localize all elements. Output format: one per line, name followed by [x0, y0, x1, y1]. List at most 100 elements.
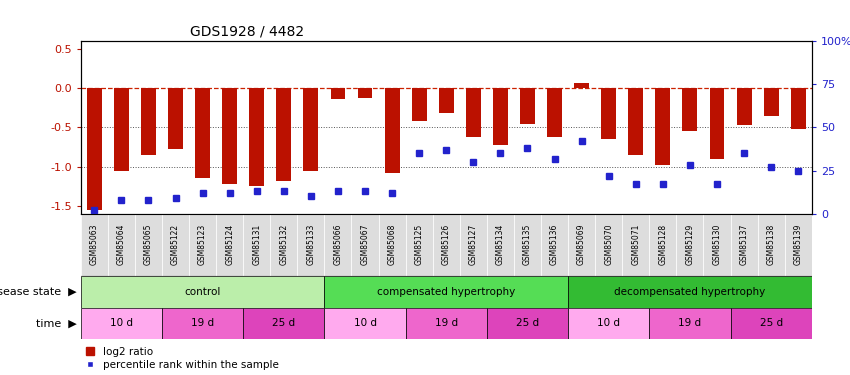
Bar	[405, 214, 433, 276]
Text: 25 d: 25 d	[516, 318, 539, 328]
Bar	[189, 214, 216, 276]
Legend: log2 ratio, percentile rank within the sample: log2 ratio, percentile rank within the s…	[86, 346, 279, 370]
Bar	[405, 308, 487, 339]
Bar	[595, 214, 622, 276]
Bar	[162, 308, 243, 339]
Bar	[325, 276, 568, 308]
Bar	[243, 308, 325, 339]
Text: GSM85124: GSM85124	[225, 224, 234, 266]
Bar	[757, 214, 785, 276]
Text: GDS1928 / 4482: GDS1928 / 4482	[190, 25, 304, 39]
Bar	[568, 276, 812, 308]
Bar	[493, 88, 507, 145]
Text: GSM85064: GSM85064	[116, 224, 126, 266]
Bar	[601, 88, 616, 139]
Text: GSM85065: GSM85065	[144, 224, 153, 266]
Bar	[196, 88, 210, 178]
Bar	[352, 214, 378, 276]
Bar	[439, 88, 454, 113]
Text: GSM85131: GSM85131	[252, 224, 261, 266]
Bar	[487, 214, 514, 276]
Bar	[378, 214, 405, 276]
Text: GSM85125: GSM85125	[415, 224, 423, 266]
Text: 10 d: 10 d	[354, 318, 377, 328]
Bar	[649, 308, 730, 339]
Bar	[514, 214, 541, 276]
Text: GSM85129: GSM85129	[685, 224, 694, 266]
Bar	[655, 88, 671, 165]
Text: GSM85066: GSM85066	[333, 224, 343, 266]
Bar	[385, 88, 400, 173]
Text: GSM85122: GSM85122	[171, 224, 180, 265]
Bar	[622, 214, 649, 276]
Bar	[141, 88, 156, 155]
Text: GSM85137: GSM85137	[740, 224, 749, 266]
Text: GSM85069: GSM85069	[577, 224, 586, 266]
Text: 19 d: 19 d	[434, 318, 458, 328]
Text: GSM85135: GSM85135	[523, 224, 532, 266]
Bar	[763, 88, 779, 116]
Text: 19 d: 19 d	[191, 318, 214, 328]
Text: compensated hypertrophy: compensated hypertrophy	[377, 286, 515, 297]
Bar	[704, 214, 730, 276]
Bar	[730, 308, 812, 339]
Bar	[276, 88, 292, 181]
Bar	[114, 88, 129, 171]
Text: GSM85067: GSM85067	[360, 224, 370, 266]
Text: control: control	[184, 286, 221, 297]
Bar	[433, 214, 460, 276]
Bar	[249, 88, 264, 186]
Bar	[411, 88, 427, 121]
Text: GSM85128: GSM85128	[659, 224, 667, 265]
Bar	[81, 308, 162, 339]
Bar	[162, 214, 189, 276]
Bar	[520, 88, 535, 124]
Text: 19 d: 19 d	[678, 318, 701, 328]
Bar	[574, 83, 589, 88]
Text: decompensated hypertrophy: decompensated hypertrophy	[615, 286, 766, 297]
Text: 10 d: 10 d	[110, 318, 133, 328]
Text: 25 d: 25 d	[760, 318, 783, 328]
Bar	[298, 214, 325, 276]
Bar	[785, 214, 812, 276]
Bar	[790, 88, 806, 129]
Bar	[683, 88, 697, 131]
Text: GSM85138: GSM85138	[767, 224, 776, 266]
Bar	[222, 88, 237, 184]
Bar	[243, 214, 270, 276]
Bar	[303, 88, 318, 171]
Bar	[270, 214, 298, 276]
Bar	[710, 88, 724, 159]
Bar	[677, 214, 704, 276]
Bar	[325, 214, 352, 276]
Bar	[108, 214, 135, 276]
Bar	[81, 214, 108, 276]
Text: GSM85068: GSM85068	[388, 224, 397, 266]
Text: 25 d: 25 d	[272, 318, 295, 328]
Bar	[541, 214, 568, 276]
Text: GSM85126: GSM85126	[442, 224, 450, 266]
Text: GSM85139: GSM85139	[794, 224, 802, 266]
Bar	[628, 88, 643, 155]
Bar	[737, 88, 751, 125]
Text: GSM85134: GSM85134	[496, 224, 505, 266]
Bar	[649, 214, 677, 276]
Bar	[81, 276, 325, 308]
Bar	[216, 214, 243, 276]
Bar	[547, 88, 562, 137]
Bar	[466, 88, 481, 137]
Bar	[460, 214, 487, 276]
Bar	[358, 88, 372, 98]
Bar	[325, 308, 405, 339]
Text: GSM85063: GSM85063	[90, 224, 99, 266]
Bar	[87, 88, 102, 210]
Text: disease state  ▶: disease state ▶	[0, 286, 76, 297]
Text: GSM85132: GSM85132	[280, 224, 288, 266]
Bar	[568, 214, 595, 276]
Text: GSM85133: GSM85133	[306, 224, 315, 266]
Bar	[331, 88, 345, 99]
Text: GSM85123: GSM85123	[198, 224, 207, 266]
Text: time  ▶: time ▶	[36, 318, 76, 328]
Text: GSM85070: GSM85070	[604, 224, 613, 266]
Text: 10 d: 10 d	[598, 318, 620, 328]
